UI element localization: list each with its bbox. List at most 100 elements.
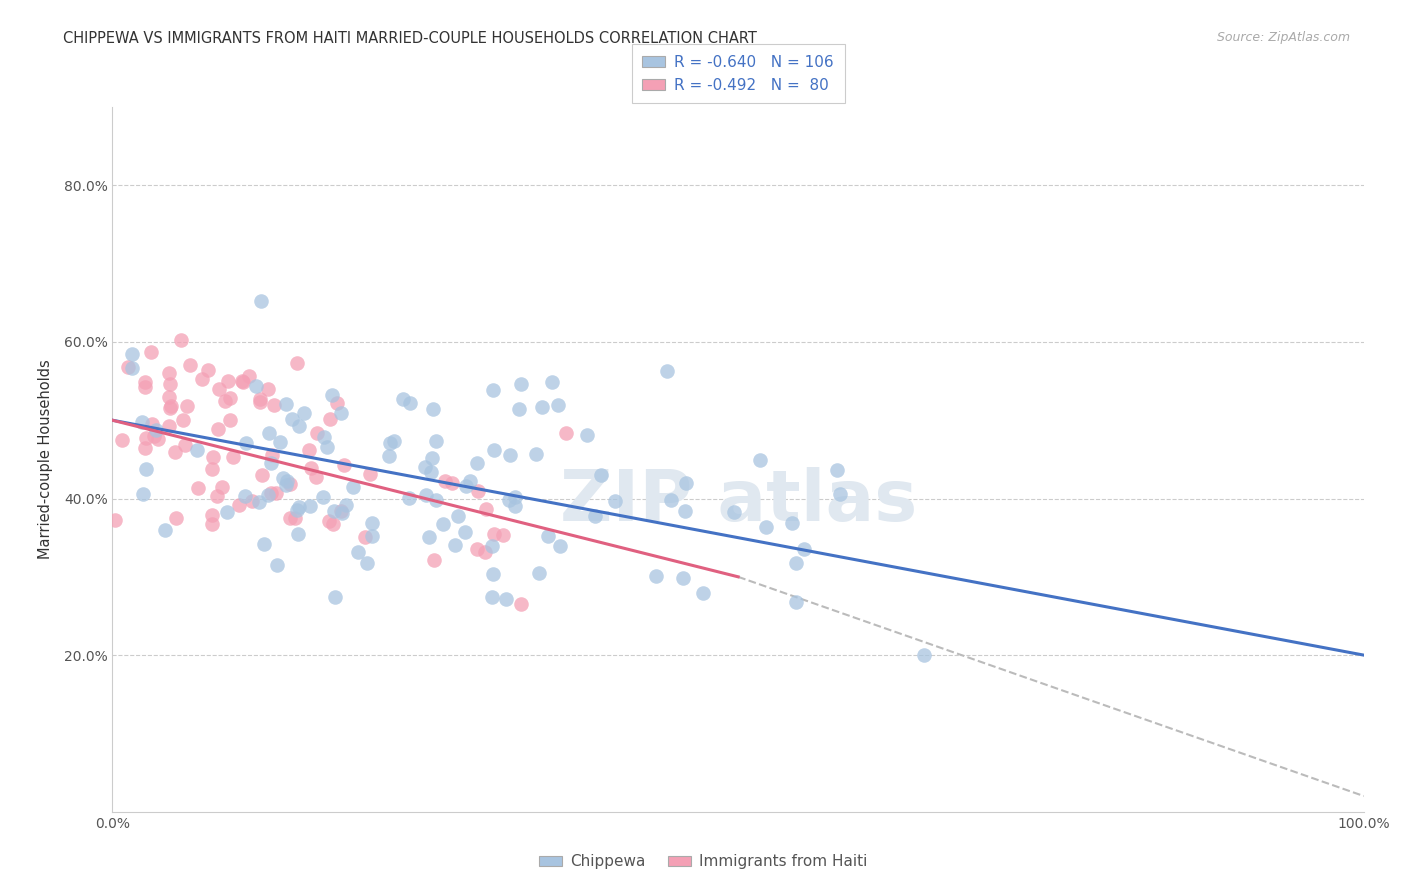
Point xyxy=(785,595,807,609)
Point xyxy=(474,502,496,516)
Point xyxy=(447,509,470,524)
Point xyxy=(165,511,187,525)
Point xyxy=(548,539,571,553)
Point xyxy=(433,474,456,488)
Point xyxy=(672,571,695,585)
Point xyxy=(413,460,436,475)
Point xyxy=(231,374,253,388)
Point xyxy=(135,462,157,476)
Point xyxy=(264,486,287,500)
Point xyxy=(425,493,447,508)
Point xyxy=(793,542,815,557)
Text: Source: ZipAtlas.com: Source: ZipAtlas.com xyxy=(1216,31,1350,45)
Point xyxy=(399,395,422,409)
Point xyxy=(172,413,194,427)
Text: ZIP atlas: ZIP atlas xyxy=(560,467,917,536)
Point xyxy=(104,513,127,527)
Point xyxy=(281,412,304,426)
Point xyxy=(323,504,346,518)
Point xyxy=(342,480,364,494)
Point xyxy=(219,391,242,405)
Point xyxy=(530,400,553,414)
Point xyxy=(315,440,337,454)
Point xyxy=(420,466,443,480)
Point xyxy=(589,468,612,483)
Point xyxy=(347,544,370,558)
Point xyxy=(326,396,349,410)
Point xyxy=(201,508,224,522)
Point xyxy=(298,443,321,458)
Point xyxy=(382,434,405,448)
Point xyxy=(425,434,447,448)
Point xyxy=(298,499,321,513)
Point xyxy=(165,444,187,458)
Point xyxy=(465,542,488,557)
Point xyxy=(153,523,176,537)
Point xyxy=(222,450,245,464)
Point xyxy=(645,569,668,583)
Point xyxy=(238,369,260,384)
Point xyxy=(356,556,378,570)
Point xyxy=(495,591,517,606)
Point xyxy=(111,434,134,448)
Point xyxy=(191,372,214,386)
Point xyxy=(398,491,420,505)
Point xyxy=(319,412,342,426)
Point xyxy=(249,293,271,308)
Point xyxy=(170,333,193,347)
Point xyxy=(257,426,280,441)
Point xyxy=(211,480,233,494)
Point xyxy=(233,489,256,503)
Point xyxy=(253,537,276,551)
Point xyxy=(288,500,311,514)
Point xyxy=(454,525,477,540)
Point xyxy=(498,493,520,508)
Point xyxy=(415,488,437,502)
Point xyxy=(247,495,270,509)
Point xyxy=(157,418,180,433)
Point xyxy=(524,447,547,461)
Point xyxy=(482,383,505,397)
Point xyxy=(200,462,222,476)
Point xyxy=(269,435,291,450)
Point xyxy=(146,432,169,446)
Point xyxy=(157,390,180,404)
Point xyxy=(484,443,506,458)
Point xyxy=(121,347,143,361)
Point xyxy=(723,505,745,519)
Point xyxy=(359,467,381,481)
Legend: Chippewa, Immigrants from Haiti: Chippewa, Immigrants from Haiti xyxy=(533,848,873,875)
Point xyxy=(673,503,696,517)
Point xyxy=(159,376,181,391)
Point xyxy=(333,458,356,472)
Point xyxy=(176,400,198,414)
Point xyxy=(509,598,531,612)
Point xyxy=(276,474,298,488)
Point xyxy=(444,538,467,552)
Point xyxy=(508,401,530,416)
Point xyxy=(503,490,526,504)
Point xyxy=(655,364,678,378)
Point xyxy=(205,490,228,504)
Point xyxy=(456,479,478,493)
Point xyxy=(321,388,343,402)
Point xyxy=(422,402,444,417)
Point xyxy=(249,392,271,406)
Point xyxy=(201,516,224,531)
Point xyxy=(271,471,294,485)
Point xyxy=(141,345,163,359)
Point xyxy=(492,528,515,542)
Point xyxy=(330,506,353,520)
Point xyxy=(474,545,496,559)
Point xyxy=(285,503,308,517)
Point xyxy=(547,398,569,412)
Point xyxy=(240,493,263,508)
Point xyxy=(228,499,250,513)
Point xyxy=(266,558,288,573)
Point xyxy=(330,504,353,518)
Point xyxy=(159,401,181,415)
Point xyxy=(174,438,197,452)
Point xyxy=(134,380,156,394)
Point xyxy=(186,442,208,457)
Point xyxy=(263,398,285,412)
